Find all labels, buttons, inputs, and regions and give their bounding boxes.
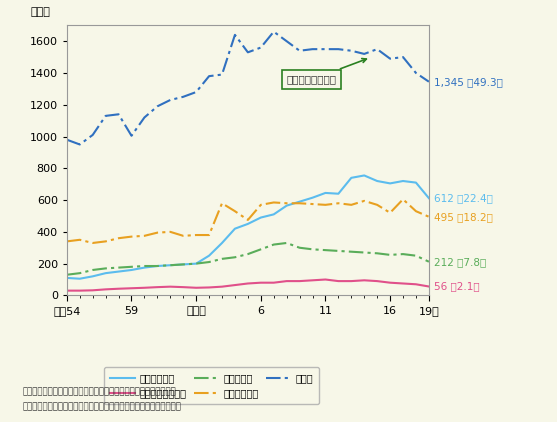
Text: 注　１　警察庁資料による。ただし，「その他」は省略している。: 注 １ 警察庁資料による。ただし，「その他」は省略している。: [22, 387, 176, 397]
Text: 56 （2.1）: 56 （2.1）: [434, 281, 480, 292]
Text: （人）: （人）: [31, 7, 51, 17]
Text: 495 （18.2）: 495 （18.2）: [434, 212, 493, 222]
Text: 212 （7.8）: 212 （7.8）: [434, 257, 486, 267]
Legend: 自動車乗車中, 自動二輪車乗車中, 原付乗車中, 自転車乗用中, 歩行中: 自動車乗車中, 自動二輪車乗車中, 原付乗車中, 自転車乗用中, 歩行中: [104, 368, 319, 404]
Text: 1,345 （49.3）: 1,345 （49.3）: [434, 77, 503, 87]
Text: 612 （22.4）: 612 （22.4）: [434, 193, 493, 203]
Text: ２　（　）内は，高齢者の状態別死者数の構成率（％）である。: ２ （ ）内は，高齢者の状態別死者数の構成率（％）である。: [22, 402, 181, 411]
Text: 歩行者がほぼ半数: 歩行者がほぼ半数: [287, 59, 367, 84]
